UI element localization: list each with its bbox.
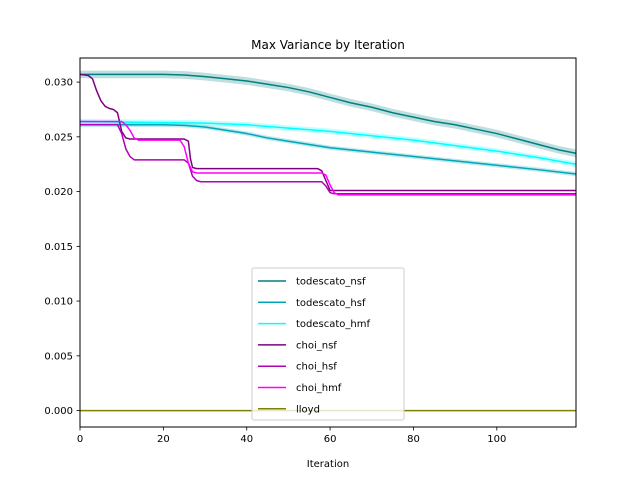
legend-label-lloyd: lloyd xyxy=(296,404,320,415)
legend-label-todescato-hmf: todescato_hmf xyxy=(296,319,370,330)
series-line-todescato-hsf xyxy=(80,124,576,175)
x-tick-label: 40 xyxy=(240,434,253,445)
y-axis: 0.000 0.005 0.010 0.015 0.020 0.025 0.030 xyxy=(44,78,80,417)
y-tick-label: 0.000 xyxy=(44,406,73,417)
legend-label-choi-hmf: choi_hmf xyxy=(296,383,342,394)
series-band-todescato-hmf xyxy=(80,118,576,167)
x-tick-label: 60 xyxy=(324,434,337,445)
y-tick-label: 0.010 xyxy=(44,297,73,308)
legend-box xyxy=(251,267,405,421)
legend-label-choi-hsf: choi_hsf xyxy=(296,362,337,373)
y-tick-label: 0.030 xyxy=(44,78,73,89)
x-tick-label: 20 xyxy=(157,434,170,445)
series-line-choi-hsf xyxy=(80,124,576,195)
axes-frame xyxy=(79,57,577,428)
x-tick-label: 100 xyxy=(487,434,506,445)
series-line-choi-nsf xyxy=(80,73,576,192)
x-tick-label: 0 xyxy=(77,434,83,445)
series-line-todescato-hmf xyxy=(80,120,576,165)
chart-title: Max Variance by Iteration xyxy=(251,38,405,52)
y-tick-label: 0.025 xyxy=(44,132,73,143)
x-axis: 0 20 40 60 80 100 xyxy=(77,427,506,445)
series-line-todescato-nsf xyxy=(80,73,576,154)
y-tick-label: 0.015 xyxy=(44,242,73,253)
y-tick-label: 0.020 xyxy=(44,187,73,198)
legend-label-todescato-nsf: todescato_nsf xyxy=(296,277,366,288)
x-tick-label: 80 xyxy=(407,434,420,445)
series-line-choi-hmf xyxy=(80,120,576,196)
y-tick-label: 0.005 xyxy=(44,351,73,362)
x-axis-label: Iteration xyxy=(307,459,349,470)
legend-label-todescato-hsf: todescato_hsf xyxy=(296,298,366,309)
series-band-todescato-hsf xyxy=(80,122,576,177)
legend-label-choi-nsf: choi_nsf xyxy=(296,340,337,351)
legend: todescato_nsf todescato_hsf todescato_hmfc… xyxy=(251,267,405,421)
